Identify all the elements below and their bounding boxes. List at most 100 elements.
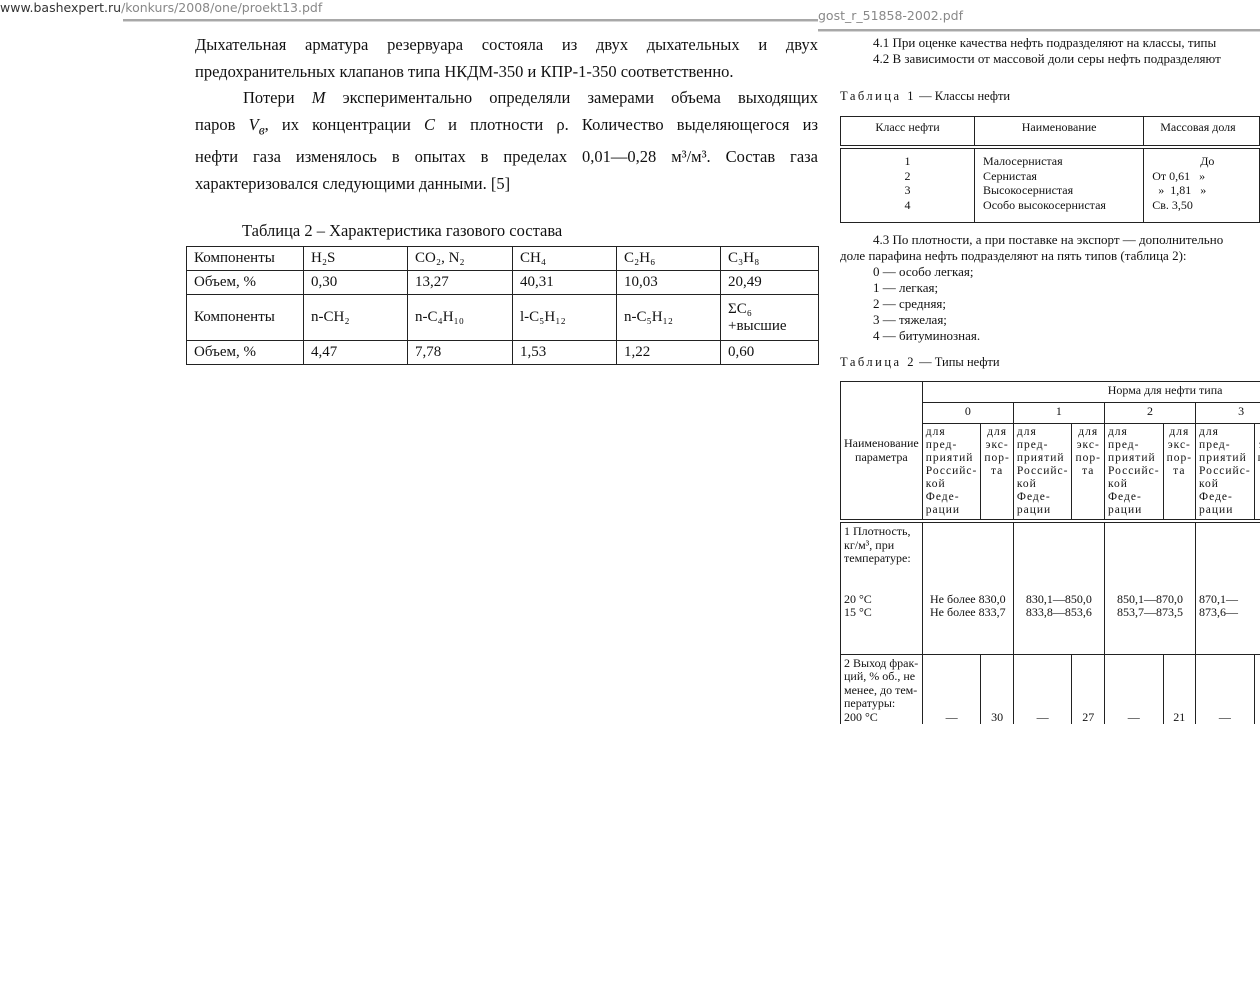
fractions-cell	[1253, 653, 1260, 724]
th-type-0: 0	[921, 402, 1014, 424]
th-name: Наименование	[974, 116, 1145, 149]
para-4-2: 4.2 В зависимости от массовой доли серы …	[873, 51, 1221, 66]
table1-caption: Таблица 1 — Классы нефти	[840, 89, 1010, 104]
density-type-3: 870,1— 873,6—	[1195, 520, 1260, 655]
td-mass: До От 0,61 » » 1,81 » Св. 3,50	[1143, 146, 1260, 223]
table2-caption: Таблица 2 — Типы нефти	[840, 355, 1000, 370]
caption-label: Таблица 2	[840, 355, 916, 369]
table-row: Компоненты H₂S CO₂, N₂ CH₄ C₂H₆ C₃H₈	[186, 246, 819, 271]
text-line: Потери M экспериментально определяли зам…	[195, 85, 818, 112]
text-line: нефти газа изменялось в опытах в предела…	[195, 147, 818, 167]
right-page-divider	[818, 29, 1260, 32]
table-cell: H₂S	[303, 246, 408, 271]
th-domestic: для пред- приятий Российс- кой Феде- рац…	[1195, 423, 1255, 522]
caption-label: Таблица 1	[840, 89, 916, 103]
gas-table-caption: Таблица 2 – Характеристика газового сост…	[242, 221, 563, 240]
text-span: , их концентрации	[264, 115, 424, 135]
url-host: www.bashexpert.ru	[0, 0, 122, 15]
list-item: 4 — битуминозная.	[873, 328, 981, 343]
th-norm: Норма для нефти типа	[921, 381, 1260, 403]
caption-text: — Типы нефти	[915, 355, 1000, 369]
density-type-1: 830,1—850,0 833,8—853,6	[1012, 520, 1105, 655]
row-header-cell: Компоненты	[186, 246, 304, 271]
para-4-3: 4.3 По плотности, а при поставке на эксп…	[873, 232, 1224, 247]
table-cell: C₂H₆	[616, 246, 721, 271]
th-param: Наименование параметра	[840, 381, 923, 523]
td-class: 1 2 3 4	[839, 146, 976, 223]
table-cell: 7,78	[407, 340, 513, 365]
th-export: для экс- пор- та	[1162, 423, 1197, 522]
th-type-2: 2	[1103, 402, 1197, 424]
text-span: паров	[195, 115, 249, 135]
row-fractions-label: 2 Выход фрак- ций, % об., не менее, до т…	[840, 653, 923, 724]
table-cell: l-C₅H₁₂	[512, 294, 617, 341]
text-span: V	[248, 115, 259, 135]
fractions-cell: 30 52	[980, 653, 1014, 724]
fractions-cell: 27 47	[1071, 653, 1105, 724]
text-line: характеризовался следующими данными. [5]	[195, 173, 511, 193]
list-item: 2 — средняя;	[873, 296, 947, 311]
table-cell: C₃H₈	[720, 246, 819, 271]
text-line: предохранительных клапанов типа НКДМ-350…	[195, 61, 734, 81]
th-mass: Массовая доля	[1143, 116, 1260, 149]
page-top-divider	[123, 19, 818, 22]
list-item: 0 — особо легкая;	[873, 264, 974, 279]
fractions-cell: — —	[1103, 653, 1164, 724]
row-header-cell: Компоненты	[186, 294, 304, 341]
right-pdf-pane: gost_r_51858-2002.pdf 4.1 При оценке кач…	[818, 0, 1260, 724]
table-cell: 13,27	[407, 270, 513, 295]
row-density-label: 1 Плотность, кг/м³, при температуре: 20 …	[840, 520, 923, 655]
row-header-cell: Объем, %	[186, 340, 304, 365]
th-class: Класс нефти	[839, 116, 976, 149]
th-type-1: 1	[1012, 402, 1105, 424]
text-span: в	[258, 122, 265, 138]
text-span: C	[423, 115, 435, 135]
table-row: Объем, % 0,30 13,27 40,31 10,03 20,49	[186, 270, 819, 295]
th-type-3: 3	[1195, 402, 1260, 424]
text-span: Потери	[243, 88, 312, 108]
text-span: экспериментально определяли замерами объ…	[325, 88, 818, 108]
gas-composition-table: Компоненты H₂S CO₂, N₂ CH₄ C₂H₆ C₃H₈ Объем, % 0…	[186, 246, 819, 365]
density-type-0: Не более 830,0 Не более 833,7	[921, 520, 1014, 655]
table-cell: 0,60	[720, 340, 819, 365]
table-cell: 40,31	[512, 270, 617, 295]
table-cell: CH₄	[512, 246, 617, 271]
caption-text: — Классы нефти	[915, 89, 1011, 103]
oil-classes-table: Класс нефти Наименование Массовая доля 1 2…	[839, 116, 1260, 223]
density-type-2: 850,1—870,0 853,7—873,5	[1103, 520, 1197, 655]
list-item: 1 — легкая;	[873, 280, 939, 295]
table-cell: CO₂, N₂	[407, 246, 513, 271]
table-cell: ΣC₆ +высшие	[720, 294, 819, 341]
table-cell: 4,47	[303, 340, 408, 365]
text-line: паров Vв, их концентрации C и плотности …	[195, 112, 818, 144]
th-domestic: для пред- приятий Российс- кой Феде- рац…	[1103, 423, 1164, 522]
text-line: Дыхательная арматура резервуара состояла…	[195, 35, 818, 54]
left-body-text: Дыхательная арматура резервуара состояла…	[195, 32, 818, 198]
th-export: для экс- пор- та	[1071, 423, 1105, 522]
table-cell: 1,53	[512, 340, 617, 365]
th-domestic: для пред- приятий Российс- кой Феде- рац…	[921, 423, 982, 522]
table-cell: n-CH₂	[303, 294, 408, 341]
th-export: для экс- пор- та	[980, 423, 1014, 522]
td-name: Малосернистая Сернистая Высокосернистая …	[974, 146, 1145, 223]
table-row: Объем, % 4,47 7,78 1,53 1,22 0,60	[186, 340, 819, 365]
row-header-cell: Объем, %	[186, 270, 304, 295]
left-pdf-url[interactable]: www.bashexpert.ru/konkurs/2008/one/proek…	[0, 0, 322, 15]
right-pdf-filename[interactable]: gost_r_51858-2002.pdf	[818, 8, 963, 23]
text-span: и плотности ρ. Количество выделяющегося …	[435, 115, 818, 135]
table-cell: 10,03	[616, 270, 721, 295]
table-row: Компоненты n-CH₂ n-C₄H₁₀ l-C₅H₁₂ n-C₅H₁₂ ΣC₆ …	[186, 294, 819, 341]
fractions-cell: — —	[1012, 653, 1073, 724]
url-path: /konkurs/2008/one/proekt13.pdf	[121, 0, 323, 15]
fractions-cell: — —	[921, 653, 982, 724]
table-cell: n-C₅H₁₂	[616, 294, 721, 341]
table-cell: 20,49	[720, 270, 819, 295]
table-cell: 1,22	[616, 340, 721, 365]
table-cell: n-C₄H₁₀	[407, 294, 513, 341]
th-export: для экс- пор- та	[1253, 423, 1260, 522]
fractions-cell: 21 42	[1162, 653, 1197, 724]
para-4-3-cont: доле парафина нефть подразделяют на пять…	[840, 248, 1187, 263]
text-span: M	[311, 88, 326, 108]
th-domestic: для пред- приятий Российс- кой Феде- рац…	[1012, 423, 1073, 522]
table-cell: 0,30	[303, 270, 408, 295]
